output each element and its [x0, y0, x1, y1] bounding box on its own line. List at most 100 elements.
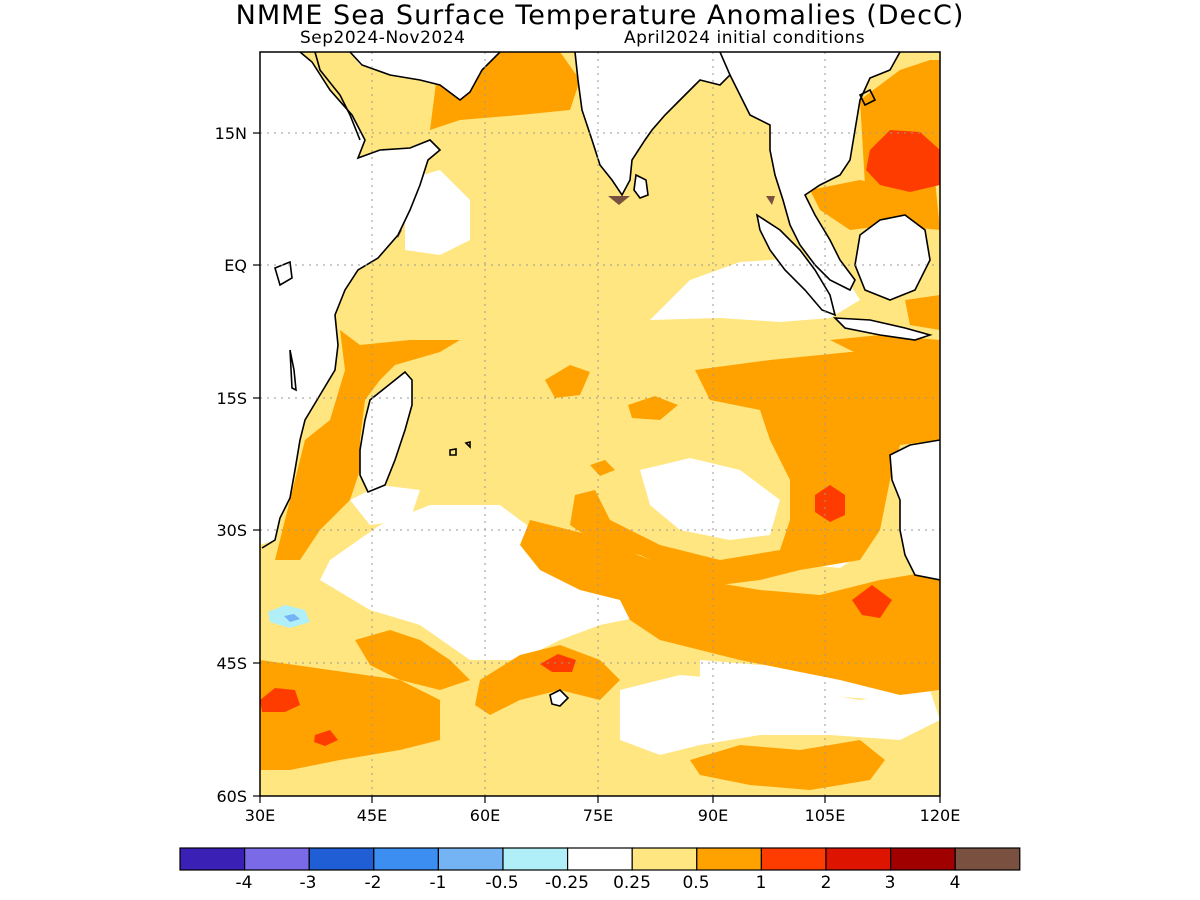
colorbar-swatch [566, 847, 633, 871]
y-axis-labels: 15N EQ 15S 30S 45S 60S [215, 124, 247, 806]
forecast-period: Sep2024-Nov2024 [300, 28, 466, 48]
y-tick-label: 45S [216, 654, 247, 673]
colorbar-label: 4 [950, 873, 961, 893]
x-tick-label: 120E [920, 806, 961, 825]
colorbar-swatch [244, 847, 310, 871]
coastline-java [832, 317, 933, 341]
x-tick-label: 75E [583, 806, 613, 825]
strong-warm-southwest-1 [260, 688, 300, 712]
strong-warm-south-china-sea [866, 130, 940, 192]
colorbar [179, 847, 1021, 871]
warm-area-south-central-band [520, 520, 940, 695]
colorbar-label: 1 [756, 873, 767, 893]
land-sumatra [757, 215, 835, 315]
coastline-lake-malawi [289, 349, 297, 392]
colorbar-label: 0.5 [682, 873, 709, 893]
warm-blob-central-1 [545, 365, 590, 398]
land-australia [890, 440, 940, 580]
coastline-sumatra [755, 213, 837, 317]
warm-area-southeast [570, 350, 940, 585]
land-borneo [855, 215, 930, 300]
colorbar-swatch [631, 847, 698, 871]
y-tick-label: 15S [216, 389, 247, 408]
x-tick-label: 30E [245, 806, 275, 825]
strong-warm-southwest-2 [314, 730, 338, 746]
strong-warm-southeast [852, 585, 892, 618]
colorbar-label: 3 [885, 873, 896, 893]
coastline-borneo [854, 214, 931, 301]
coastline-red-sea [314, 52, 361, 141]
tick-marks [253, 132, 941, 803]
warm-area-southwest-1 [260, 660, 440, 770]
coastline-india [574, 52, 731, 197]
gridlines [260, 52, 940, 796]
coastline-australia [889, 439, 940, 581]
colorbar-swatch [179, 847, 246, 871]
coastline-kerguelen [549, 689, 570, 707]
y-tick-label: 30S [216, 521, 247, 540]
colorbar-swatch [825, 847, 892, 871]
colorbar-label: -1 [430, 873, 447, 893]
colorbar-swatch [502, 847, 569, 871]
colorbar-label: -4 [236, 873, 253, 893]
coastline-reunion [464, 440, 471, 449]
land-sri-lanka [634, 175, 648, 198]
x-tick-label: 45E [357, 806, 387, 825]
colorbar-swatch [308, 847, 375, 871]
warm-blob-central-3 [590, 460, 615, 476]
colorbar-label: 2 [821, 873, 832, 893]
land-madagascar [360, 372, 412, 492]
coastline-sri-lanka [633, 173, 649, 199]
coastlines [261, 52, 940, 707]
land-indochina [720, 52, 900, 290]
colorbar-swatch [696, 847, 762, 871]
initial-conditions: April2024 initial conditions [624, 28, 866, 48]
x-tick-label: 105E [805, 806, 846, 825]
neutral-area-central-south [640, 458, 780, 540]
coastline-lake-victoria [274, 260, 293, 287]
coastline-arabia [349, 52, 501, 102]
warm-area-indonesia [905, 295, 940, 330]
strong-warm-west-australia [815, 485, 845, 522]
colorbar-label: -0.5 [485, 873, 518, 893]
coastline-mauritius [449, 448, 457, 456]
warm-area-far-south [690, 740, 885, 790]
neutral-area-west-coast [405, 170, 470, 255]
mask-cell-sumatra [766, 196, 775, 205]
colorbar-swatch [954, 847, 1021, 871]
map-title: NMME Sea Surface Temperature Anomalies (… [235, 0, 965, 31]
coastline-madagascar [359, 370, 413, 494]
coastline-indochina [729, 52, 901, 292]
colorbar-label: -3 [300, 873, 317, 893]
colorbar-swatch [373, 847, 439, 871]
colorbar-label: -0.25 [545, 873, 589, 893]
coastline-africa [261, 52, 442, 549]
land-java [835, 318, 930, 340]
neutral-area-sw [320, 505, 650, 660]
x-axis-labels: 30E 45E 60E 75E 90E 105E 120E [245, 806, 961, 825]
warm-area-west-mozambique [275, 330, 460, 560]
coastline-hainan [858, 88, 877, 107]
colorbar-swatch [889, 847, 956, 871]
neutral-area-southern [620, 675, 940, 755]
x-tick-label: 60E [470, 806, 500, 825]
colorbar-label: -2 [365, 873, 382, 893]
warm-blob-central-2 [628, 396, 678, 420]
colorbar-swatch [437, 847, 504, 871]
neutral-area-sw-small [350, 485, 420, 525]
warm-area-southwest-2 [355, 630, 470, 690]
colorbar-swatch [760, 847, 827, 871]
strong-warm-south-indian [540, 654, 576, 672]
land-arabia [260, 52, 500, 100]
y-tick-label: 15N [215, 124, 247, 143]
x-tick-label: 90E [698, 806, 728, 825]
y-tick-label: 60S [216, 787, 247, 806]
y-tick-label: EQ [224, 256, 247, 275]
colorbar-label: 0.25 [613, 873, 651, 893]
land-africa [260, 52, 440, 545]
map-frame [259, 51, 941, 797]
cool-area-southwest-core [284, 614, 300, 622]
mask-cell-sri-lanka [608, 196, 630, 205]
colorbar-labels: -4 -3 -2 -1 -0.5 -0.25 0.25 0.5 1 2 3 4 [236, 873, 961, 893]
